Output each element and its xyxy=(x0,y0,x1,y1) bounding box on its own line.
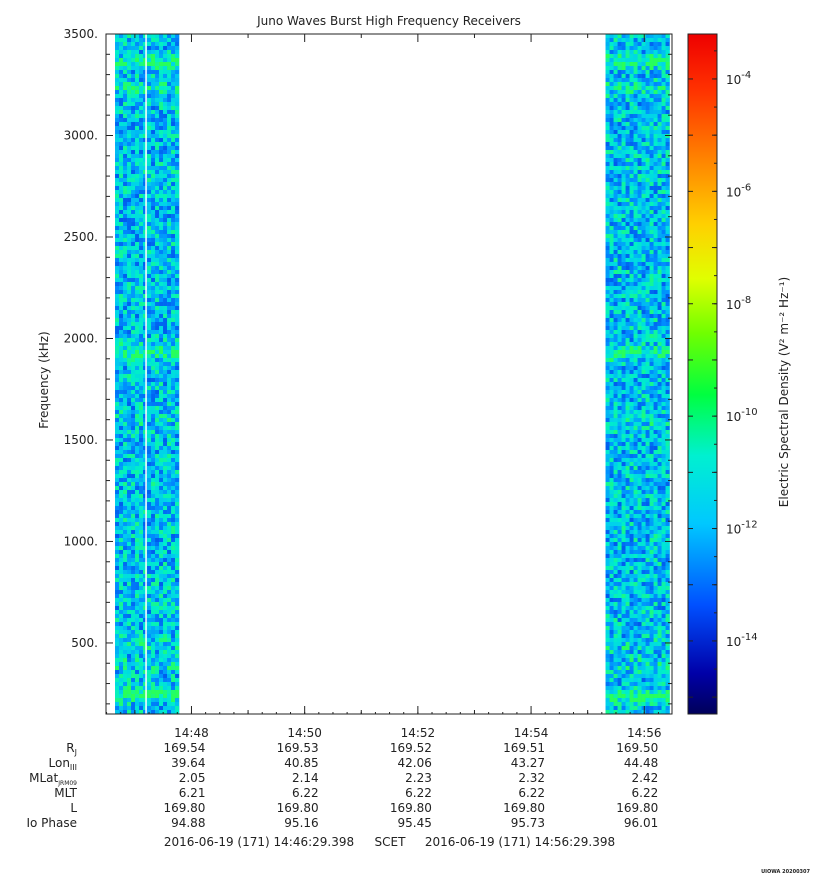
ephemeris-value: 42.06 xyxy=(398,756,432,770)
ephemeris-value: 94.88 xyxy=(171,816,205,830)
ephemeris-value: 169.52 xyxy=(390,741,432,755)
ephemeris-value: 95.73 xyxy=(511,816,545,830)
ephemeris-value: 169.80 xyxy=(390,801,432,815)
ephemeris-value: 2.42 xyxy=(632,771,659,785)
ephemeris-value: 6.22 xyxy=(632,786,659,800)
ephemeris-row-label: MLatJRM09 xyxy=(29,771,77,787)
y-tick-label: 3000. xyxy=(64,128,98,142)
ephemeris-value: 169.50 xyxy=(616,741,658,755)
ephemeris-row-label: RJ xyxy=(66,741,77,757)
ephemeris-value: 96.01 xyxy=(624,816,658,830)
y-tick-label: 3500. xyxy=(64,27,98,41)
colorbar-tick-label: 10-6 xyxy=(726,182,751,199)
ephemeris-row-label: LonIII xyxy=(49,756,78,772)
ephemeris-value: 2.05 xyxy=(179,771,206,785)
ephemeris-value: 39.64 xyxy=(171,756,205,770)
y-tick-label: 1500. xyxy=(64,433,98,447)
y-tick-label: 500. xyxy=(71,636,98,650)
plot-frame xyxy=(105,33,673,715)
y-tick-label: 1000. xyxy=(64,534,98,548)
ephemeris-value: 169.80 xyxy=(277,801,319,815)
x-tick-label: 14:54 xyxy=(514,726,549,740)
colorbar-gradient xyxy=(687,33,718,715)
ephemeris-value: 95.45 xyxy=(398,816,432,830)
x-tick-label: 14:56 xyxy=(627,726,662,740)
ephemeris-value: 6.22 xyxy=(518,786,545,800)
x-tick-label: 14:52 xyxy=(401,726,436,740)
ephemeris-value: 169.54 xyxy=(163,741,205,755)
ephemeris-value: 95.16 xyxy=(284,816,318,830)
ephemeris-value: 40.85 xyxy=(284,756,318,770)
ephemeris-row-label: Io Phase xyxy=(26,816,77,830)
x-axis: 14:48 14:50 14:52 14:54 14:56 xyxy=(106,34,662,740)
colorbar-tick-label: 10-4 xyxy=(726,70,751,87)
colorbar-tick-label: 10-12 xyxy=(726,520,758,537)
ephemeris-value: 169.51 xyxy=(503,741,545,755)
y-tick-label: 2500. xyxy=(64,230,98,244)
ephemeris-value: 44.48 xyxy=(624,756,658,770)
x-tick-label: 14:48 xyxy=(174,726,209,740)
y-axis: 500. 1000. 1500. 2000. 2500. 3000. 3500. xyxy=(64,27,672,705)
colorbar: 10-14 10-12 10-10 10-8 10-6 10-4 Electric Spe… xyxy=(687,33,791,715)
ephemeris-value: 2.14 xyxy=(292,771,319,785)
footer-end-time: 2016-06-19 (171) 14:56:29.398 xyxy=(425,835,615,849)
colorbar-tick-label: 10-10 xyxy=(726,407,758,424)
data-block-1 xyxy=(115,34,180,714)
ephemeris-row-label: L xyxy=(70,801,77,815)
credit-stamp: UIOWA 20200307 xyxy=(761,869,810,875)
ephemeris-value: 169.80 xyxy=(616,801,658,815)
ephemeris-value: 6.22 xyxy=(292,786,319,800)
colorbar-tick-label: 10-8 xyxy=(726,295,751,312)
ephemeris-value: 169.53 xyxy=(277,741,319,755)
footer-time-range: 2016-06-19 (171) 14:46:29.398 SCET 2016-… xyxy=(164,835,615,849)
data-block-2 xyxy=(605,34,670,714)
spectrogram-heatmap xyxy=(115,34,670,714)
ephemeris-value: 169.80 xyxy=(503,801,545,815)
y-axis-label: Frequency (kHz) xyxy=(37,331,51,428)
y-tick-label: 2000. xyxy=(64,331,98,345)
chart-title: Juno Waves Burst High Frequency Receiver… xyxy=(256,14,521,28)
x-tick-label: 14:50 xyxy=(287,726,322,740)
ephemeris-value: 169.80 xyxy=(163,801,205,815)
colorbar-ticks: 10-14 10-12 10-10 10-8 10-6 10-4 xyxy=(688,50,758,698)
ephemeris-value: 2.32 xyxy=(518,771,545,785)
footer-start-time: 2016-06-19 (171) 14:46:29.398 xyxy=(164,835,354,849)
ephemeris-value: 6.22 xyxy=(405,786,432,800)
ephemeris-row-label: MLT xyxy=(54,786,77,800)
ephemeris-table: RJ 169.54 169.53 169.52 169.51 169.50 LonIII 39… xyxy=(26,741,658,830)
footer-scet-label: SCET xyxy=(375,835,407,849)
ephemeris-value: 6.21 xyxy=(179,786,206,800)
colorbar-tick-label: 10-14 xyxy=(726,632,758,649)
ephemeris-value: 43.27 xyxy=(511,756,545,770)
ephemeris-value: 2.23 xyxy=(405,771,432,785)
colorbar-label: Electric Spectral Density (V² m⁻² Hz⁻¹) xyxy=(777,277,791,507)
